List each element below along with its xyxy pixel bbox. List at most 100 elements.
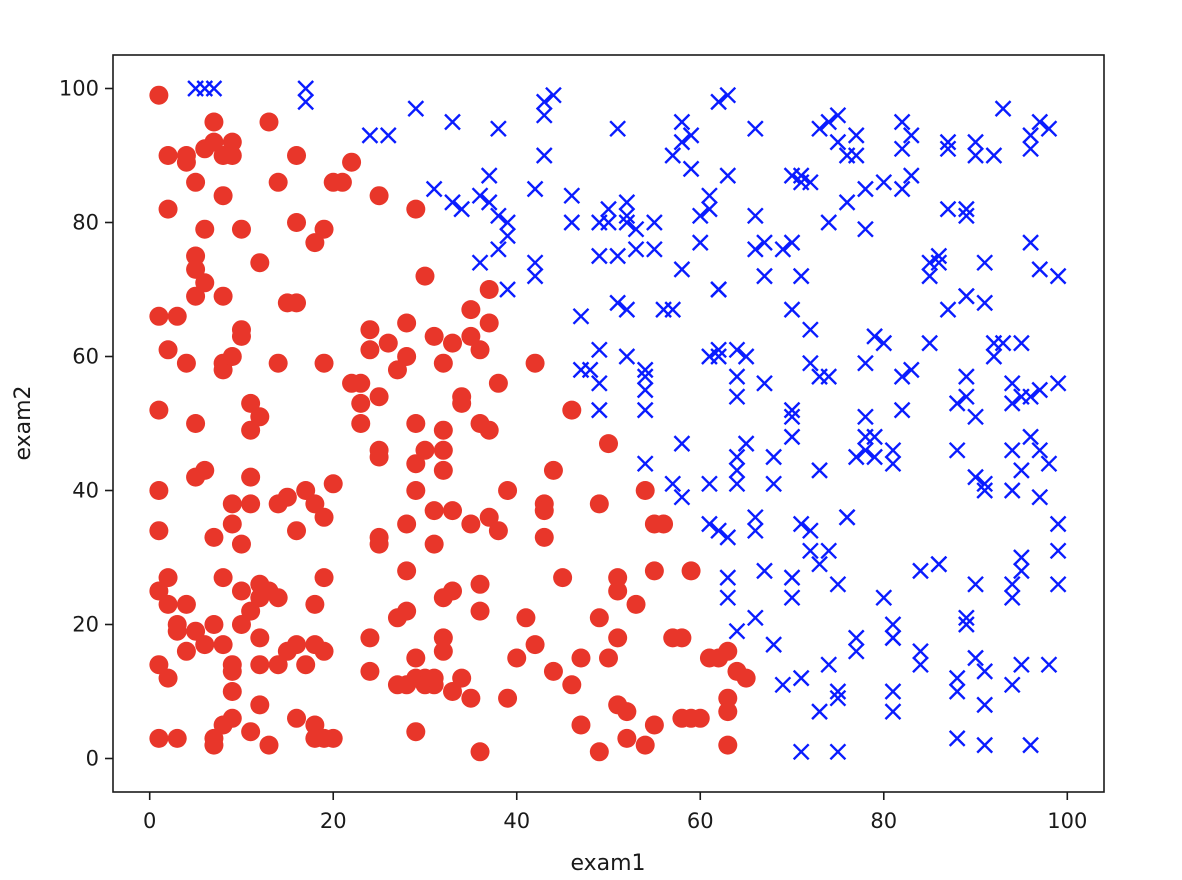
class1-point (884, 455, 902, 473)
class1-point (526, 267, 544, 285)
class1-point (1031, 488, 1049, 506)
class0-point (424, 534, 444, 554)
class1-point (820, 542, 838, 560)
class1-point (948, 683, 966, 700)
class0-point (250, 655, 270, 675)
class1-point (664, 301, 682, 318)
class0-point (158, 340, 178, 360)
class0-point (461, 688, 481, 708)
class0-point (635, 735, 655, 755)
class1-point (866, 448, 883, 466)
class1-point (866, 428, 883, 446)
class0-point (599, 434, 618, 454)
class1-point (710, 281, 727, 298)
class1-point (1040, 656, 1058, 674)
class1-point (728, 388, 746, 406)
class1-point (480, 194, 498, 211)
class0-point (305, 233, 325, 253)
class1-point (875, 173, 893, 191)
class1-point (802, 542, 819, 560)
class1-point (719, 529, 737, 546)
class1-point (480, 167, 498, 184)
class1-point (1003, 395, 1021, 412)
y-tick-label: 60 (72, 345, 99, 369)
class1-point (728, 368, 746, 385)
x-tick-label: 100 (1047, 809, 1087, 833)
class1-point (985, 348, 1003, 365)
class0-point (626, 594, 646, 614)
class0-point (231, 326, 251, 346)
class0-point (479, 507, 499, 527)
class1-point (746, 522, 764, 540)
class0-point (488, 521, 508, 541)
class0-point (608, 581, 628, 601)
class1-point (526, 254, 544, 272)
class1-point (673, 488, 691, 506)
class0-point (406, 199, 426, 219)
class1-point (581, 361, 599, 379)
class0-point (149, 581, 169, 601)
class1-point (664, 147, 682, 164)
class0-point (241, 722, 261, 742)
class1-point (756, 267, 773, 285)
class1-point (958, 609, 975, 627)
class1-point (866, 328, 883, 345)
class1-point (609, 294, 627, 312)
class1-point (939, 140, 957, 158)
class1-point (829, 683, 847, 700)
class1-point (673, 133, 691, 151)
class0-point (644, 715, 664, 735)
class0-point (397, 347, 417, 366)
class1-point (701, 475, 718, 493)
class0-point (571, 648, 591, 668)
class0-point (488, 373, 508, 393)
class1-point (1049, 267, 1067, 285)
class1-point (958, 207, 975, 225)
class1-point (1022, 388, 1039, 406)
class0-point (158, 594, 178, 614)
class1-point (710, 341, 727, 359)
class1-point (499, 227, 516, 245)
class1-point (774, 240, 792, 258)
class0-point (397, 675, 417, 695)
x-tick-label: 80 (870, 809, 897, 833)
class1-point (636, 381, 654, 399)
class0-point (672, 628, 692, 648)
class0-point (222, 132, 242, 152)
class1-point (948, 395, 966, 412)
class1-point (884, 703, 902, 720)
class1-point (829, 133, 847, 151)
class0-point (718, 641, 738, 661)
class1-point (379, 127, 397, 144)
class0-point (195, 219, 215, 239)
class0-point (149, 85, 169, 105)
class1-point (976, 294, 994, 312)
class0-point (534, 527, 554, 547)
class0-point (470, 340, 490, 360)
class0-point (718, 735, 738, 755)
class0-point (433, 628, 453, 648)
class0-point (443, 501, 463, 521)
class1-point (1049, 374, 1067, 392)
class0-point (314, 641, 334, 661)
class0-point (287, 213, 307, 232)
class1-point (673, 435, 691, 452)
class0-point (589, 608, 609, 628)
class0-point (305, 594, 325, 614)
class0-point (314, 353, 334, 373)
class1-point (921, 267, 939, 285)
class0-point (654, 514, 674, 534)
class0-point (360, 320, 380, 340)
class0-point (424, 501, 444, 521)
class0-point (314, 219, 334, 239)
class0-point (259, 735, 279, 755)
class1-point (792, 669, 810, 687)
class0-point (452, 668, 472, 688)
class0-point (195, 273, 215, 293)
class1-point (948, 730, 966, 747)
class0-point (562, 400, 582, 420)
class1-point (297, 93, 315, 111)
class0-point (296, 481, 316, 500)
class0-point (543, 661, 563, 681)
class0-point (433, 353, 453, 373)
